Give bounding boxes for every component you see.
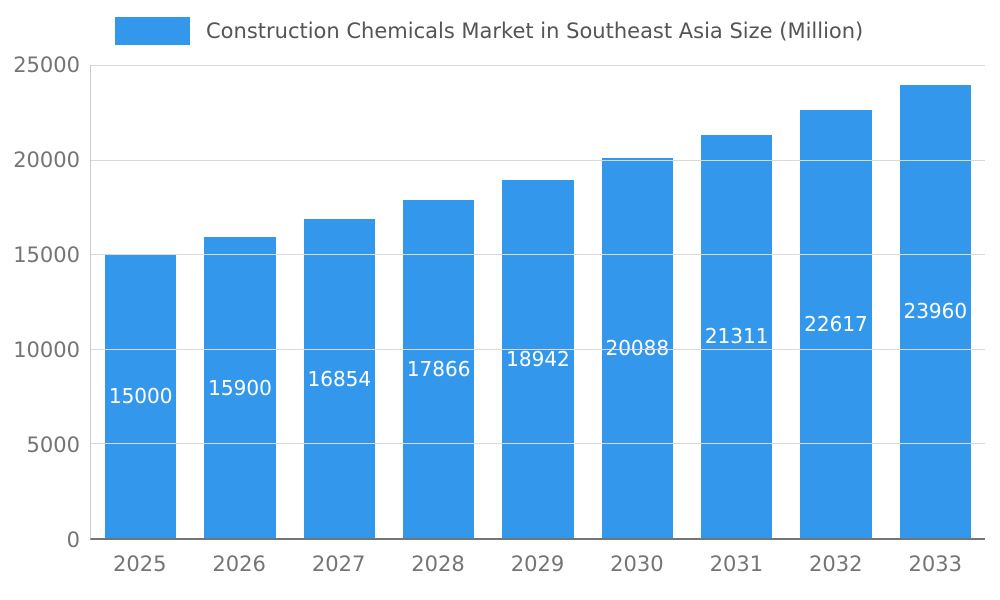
bar-value-label: 18942 bbox=[506, 346, 570, 371]
bar-column: 18942 bbox=[488, 65, 587, 538]
bar: 22617 bbox=[800, 110, 872, 538]
bar-column: 16854 bbox=[290, 65, 389, 538]
x-axis-tick-label: 2030 bbox=[610, 552, 664, 576]
bar-column: 20088 bbox=[588, 65, 687, 538]
bar-value-label: 22617 bbox=[804, 312, 868, 337]
x-axis-tick-label: 2026 bbox=[212, 552, 266, 576]
bar-value-label: 15000 bbox=[108, 384, 173, 409]
bar-value-label: 23960 bbox=[903, 299, 968, 324]
bar: 20088 bbox=[601, 157, 674, 538]
bar: 15000 bbox=[104, 254, 177, 538]
bar-column: 21311 bbox=[687, 65, 786, 538]
legend-swatch bbox=[115, 17, 190, 45]
x-axis-tick-label: 2031 bbox=[709, 552, 764, 576]
bar-value-label: 15900 bbox=[208, 375, 272, 400]
bars-group: 15000 15900 16854 17866 18942 20088 21311 22617… bbox=[91, 65, 985, 538]
y-axis-tick-label: 0 bbox=[66, 528, 80, 552]
x-axis-tick-label: 2029 bbox=[510, 552, 565, 576]
y-axis: 0 5000 10000 15000 20000 25000 bbox=[0, 53, 80, 552]
bar: 16854 bbox=[303, 219, 376, 538]
gridline bbox=[91, 254, 985, 256]
x-axis-tick-label: 2032 bbox=[809, 552, 863, 576]
bar: 21311 bbox=[700, 134, 773, 538]
x-axis-tick-label: 2025 bbox=[112, 552, 167, 576]
y-axis-tick-label: 5000 bbox=[26, 433, 80, 457]
bar-column: 15900 bbox=[190, 65, 289, 538]
x-axis-tick-label: 2033 bbox=[908, 552, 962, 576]
bar: 18942 bbox=[502, 179, 574, 538]
bar-value-label: 16854 bbox=[307, 366, 372, 391]
gridline bbox=[91, 159, 985, 161]
bar: 23960 bbox=[899, 84, 972, 538]
gridline bbox=[91, 348, 985, 350]
x-axis-tick-label: 2028 bbox=[411, 552, 465, 576]
bar-column: 23960 bbox=[886, 65, 985, 538]
bar: 15900 bbox=[204, 237, 276, 538]
y-axis-tick-label: 10000 bbox=[13, 338, 80, 362]
chart-title: Construction Chemicals Market in Southea… bbox=[206, 19, 864, 43]
bar-value-label: 17866 bbox=[406, 356, 471, 381]
bar-column: 22617 bbox=[786, 65, 885, 538]
plot-area: 15000 15900 16854 17866 18942 20088 21311 22617… bbox=[90, 65, 985, 540]
bar: 17866 bbox=[402, 199, 475, 538]
bar-value-label: 21311 bbox=[704, 324, 769, 349]
bar-column: 15000 bbox=[91, 65, 190, 538]
x-axis: 2025 2026 2027 2028 2029 2030 2031 2032 2033 bbox=[90, 552, 985, 576]
y-axis-tick-label: 20000 bbox=[13, 148, 80, 172]
y-axis-tick-label: 25000 bbox=[13, 53, 80, 77]
bar-column: 17866 bbox=[389, 65, 488, 538]
x-axis-tick-label: 2027 bbox=[311, 552, 366, 576]
gridline bbox=[91, 443, 985, 445]
gridline bbox=[91, 65, 985, 66]
bar-value-label: 20088 bbox=[605, 335, 670, 360]
y-axis-tick-label: 15000 bbox=[13, 243, 80, 267]
chart-legend: Construction Chemicals Market in Southea… bbox=[115, 16, 863, 46]
